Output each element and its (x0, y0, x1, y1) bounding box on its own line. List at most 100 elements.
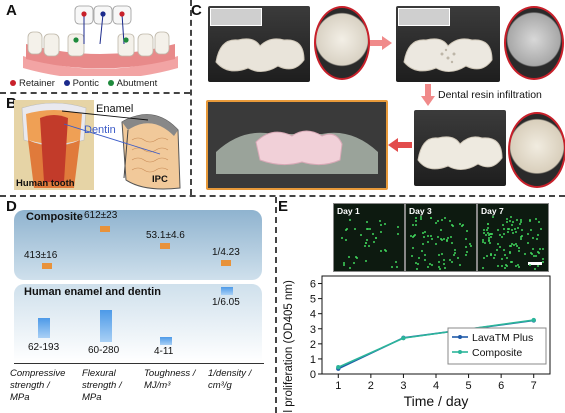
cell-speck (483, 241, 486, 244)
data-point (401, 335, 406, 341)
photo-zoom-ceramic (314, 6, 370, 80)
cell-speck (483, 232, 486, 235)
cell-speck (380, 249, 383, 252)
enamel-value: 60-280 (88, 345, 120, 356)
cell-speck (487, 234, 490, 237)
cell-speck (415, 217, 418, 220)
cell-speck (440, 229, 443, 232)
cell-speck (367, 228, 370, 231)
composite-value: 612±23 (84, 210, 118, 221)
cell-speck (541, 257, 544, 260)
cell-speck (530, 252, 533, 255)
cell-speck (487, 223, 490, 226)
cell-speck (514, 243, 517, 246)
model-shape (216, 130, 378, 174)
cell-speck (431, 237, 434, 240)
cell-proliferation-chart: 0 1 2 3 4 5 6 1 2 3 4 5 6 7 Time / day Cell proliferati… (283, 275, 551, 412)
cell-speck (496, 248, 499, 251)
x-tick-label: 2 (368, 380, 374, 392)
retainer-dot-icon (10, 80, 16, 87)
cell-speck (529, 220, 532, 223)
legend-marker (458, 335, 462, 339)
cell-speck (348, 267, 351, 270)
cell-speck (465, 229, 468, 232)
cell-speck (534, 267, 537, 270)
cell-speck (441, 239, 444, 242)
cell-speck (430, 264, 433, 267)
abutment-dot-icon (107, 80, 114, 87)
bridge-shape (215, 38, 305, 72)
cell-speck (511, 232, 514, 235)
cell-speck (510, 261, 513, 264)
cell-speck (450, 261, 453, 264)
photo-crowns-on-model (206, 100, 388, 190)
cell-speck (397, 232, 400, 235)
cell-speck (397, 225, 400, 228)
cell-speck (347, 256, 350, 259)
composite-box (14, 210, 262, 280)
cell-speck (488, 241, 491, 244)
cell-speck (526, 232, 529, 235)
cell-speck (342, 264, 345, 267)
cell-speck (443, 263, 446, 266)
cell-speck (502, 233, 505, 236)
cell-speck (485, 234, 488, 237)
cell-speck (487, 239, 490, 242)
cell-speck (508, 252, 511, 255)
cell-speck (537, 221, 540, 224)
cell-speck (458, 263, 461, 266)
cell-speck (378, 219, 381, 222)
separator-a-b (0, 92, 190, 94)
cell-speck (503, 266, 506, 269)
cell-speck (448, 220, 451, 223)
cell-speck (462, 223, 465, 226)
cell-speck (423, 236, 426, 239)
cell-speck (501, 224, 504, 227)
cell-speck (534, 255, 537, 258)
cell-speck (464, 253, 467, 256)
cell-speck (438, 267, 441, 270)
cell-speck (451, 241, 454, 244)
cell-speck (454, 249, 457, 252)
cell-speck (368, 228, 371, 231)
enamel-dentin-box (14, 284, 262, 362)
cell-speck (451, 224, 454, 227)
cell-speck (497, 243, 500, 246)
cell-speck (504, 254, 507, 257)
cell-speck (440, 252, 443, 255)
cell-speck (500, 265, 503, 268)
cell-speck (506, 217, 509, 220)
x-axis-label: Time / day (404, 393, 469, 409)
x-tick-label: 3 (400, 380, 406, 392)
cell-speck (512, 220, 515, 223)
cell-speck (483, 256, 486, 259)
cell-speck (508, 227, 510, 230)
cell-speck (490, 252, 493, 255)
cell-speck (510, 229, 513, 232)
photo-zoom-porous (504, 6, 564, 80)
composite-value: 53.1±4.6 (146, 230, 185, 241)
cell-speck (452, 254, 455, 257)
cell-speck (541, 261, 544, 264)
cell-speck (371, 233, 374, 236)
enamel-value: 62-193 (28, 342, 60, 353)
micrograph-label: Day 1 (337, 206, 360, 216)
cell-speck (348, 218, 351, 221)
cell-speck (446, 238, 449, 241)
y-tick-label: 4 (310, 309, 316, 321)
cell-speck (494, 253, 497, 256)
cell-speck (535, 237, 538, 240)
cell-speck (515, 218, 518, 221)
photo-inset-thumbnail (210, 8, 262, 26)
enamel-bar (100, 310, 112, 342)
cell-speck (503, 228, 506, 231)
cell-speck (465, 245, 468, 248)
enamel-bar (221, 287, 233, 295)
cell-speck (517, 263, 520, 266)
cell-speck (520, 238, 523, 241)
y-tick-label: 2 (310, 339, 316, 351)
arrow-right-icon (370, 36, 392, 50)
cell-speck (430, 234, 433, 237)
enamel-value: 1/6.05 (212, 297, 240, 308)
enamel-bar (160, 337, 172, 345)
